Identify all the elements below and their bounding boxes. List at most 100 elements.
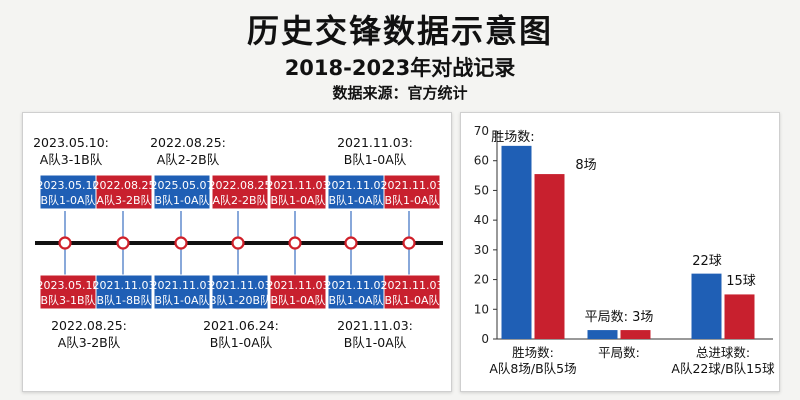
timeline-bottom-box-result: B队1-0A队 (328, 293, 383, 307)
timeline-top-box-bg (383, 174, 441, 210)
y-tick-label: 0 (481, 332, 489, 346)
timeline-top-box-date: 2023.05.10 (37, 179, 100, 192)
timeline-top-box-result: B队1-0A队 (154, 193, 209, 207)
timeline-top-label-result: A队2-2B队 (157, 152, 220, 167)
timeline-diagram: 2023.05.10B队1-0A队2022.08.25A队3-2B队2025.0… (33, 135, 444, 350)
bar-annotation: 胜场数: (491, 130, 534, 145)
timeline-top-box-bg (153, 174, 211, 210)
timeline-node (174, 236, 188, 250)
timeline-bottom-box-bg (153, 274, 211, 310)
timeline-bottom-box-bg (211, 274, 269, 310)
timeline-top-box-result: B队1-0A队 (384, 193, 439, 207)
timeline-top-box-date: 2022.08.25 (93, 179, 156, 192)
bar-s0-c1 (587, 330, 618, 339)
timeline-top-box-result: A队2-2B队 (212, 193, 267, 207)
timeline-bottom-box-date: 2021.11.03 (151, 279, 214, 292)
timeline-top-box-bg (95, 174, 153, 210)
timeline-top-label-result: B队1-0A队 (344, 152, 407, 167)
x-category-label: 总进球数: (696, 345, 750, 360)
x-category-label: 平局数: (598, 345, 640, 360)
y-tick-label: 30 (474, 243, 489, 257)
y-tick-label: 20 (474, 273, 489, 287)
timeline-bottom-label-date: 2022.08.25: (51, 318, 127, 333)
bar-s1-c1 (620, 330, 651, 339)
timeline-bottom-box-result: B队1-0A队 (154, 293, 209, 307)
page-title: 历史交锋数据示意图 (246, 12, 553, 50)
timeline-bottom-box-date: 2021.11.03 (209, 279, 272, 292)
timeline-node (116, 236, 130, 250)
timeline-top-box-bg (269, 174, 327, 210)
timeline-bottom-box-bg (383, 274, 441, 310)
timeline-bottom-box-bg (269, 274, 327, 310)
timeline-top-label-date: 2021.11.03: (337, 135, 413, 150)
bar-chart-panel: 0 10 20 30 40 50 60 70 胜场数: 8场 平局数: 3场 22球 15球 胜场数: A队… (460, 112, 780, 392)
timeline-bottom-box-bg (95, 274, 153, 310)
timeline-bottom-label-result: B队1-0A队 (344, 335, 407, 350)
timeline-bottom-box-date: 2021.11.03 (381, 279, 444, 292)
timeline-node (58, 236, 72, 250)
y-tick-label: 50 (474, 183, 489, 197)
timeline-top-box-bg (211, 174, 269, 210)
timeline-node (344, 236, 358, 250)
bar-annotation: 15球 (726, 274, 756, 289)
timeline-top-box-date: 2025.05.07 (151, 179, 214, 192)
y-tick-label: 40 (474, 213, 489, 227)
bar-s0-c0 (501, 145, 532, 339)
timeline-node (288, 236, 302, 250)
timeline-bottom-box-result: B队1-8B队 (96, 293, 151, 307)
x-category-label: A队8场/B队5场 (489, 361, 576, 376)
timeline-top-box-date: 2021.11.03 (325, 179, 388, 192)
timeline-bottom-box-result: B队1-0A队 (384, 293, 439, 307)
bar-annotation: 8场 (575, 158, 596, 173)
timeline-node (231, 236, 245, 250)
timeline-bottom-box-result: B队1-0A队 (270, 293, 325, 307)
timeline-bottom-label-result: A队3-2B队 (58, 335, 121, 350)
x-category-label: A队22球/B队15球 (671, 361, 775, 376)
y-tick-label: 70 (474, 124, 489, 138)
y-tick-label: 60 (474, 154, 489, 168)
x-category-label: 胜场数: (512, 345, 554, 360)
timeline-panel: 2023.05.10 B队1-0A队 2022.08.25 A队3-2B队 2025.0… (22, 112, 452, 392)
timeline-top-box-result: A队3-2B队 (96, 193, 151, 207)
bar-annotation: 平局数: 3场 (585, 310, 654, 325)
bar-s1-c0 (534, 174, 565, 339)
y-tick-label: 10 (474, 302, 489, 316)
timeline-top-label-date: 2022.08.25: (150, 135, 226, 150)
timeline-bottom-label-date: 2021.11.03: (337, 318, 413, 333)
bar-s0-c2 (691, 273, 722, 339)
timeline-top-box-bg (39, 174, 97, 210)
timeline-top-box-date: 2021.11.03 (381, 179, 444, 192)
timeline-bottom-box-date: 2021.11.03 (267, 279, 330, 292)
timeline-bottom-label-result: B队1-0A队 (210, 335, 273, 350)
timeline-top-box-result: B队1-0A队 (40, 193, 95, 207)
data-source: 数据来源：官方统计 (332, 84, 468, 102)
timeline-top-box-date: 2022.08.25 (209, 179, 272, 192)
timeline-bottom-box-date: 2021.11.03 (93, 279, 156, 292)
timeline-top-box-result: B队1-0A队 (270, 193, 325, 207)
timeline-top-label-date: 2023.05.10: (33, 135, 109, 150)
timeline-bottom-box-date: 2023.05.10 (37, 279, 100, 292)
bar-annotation: 22球 (692, 254, 722, 269)
timeline-bottom-box-date: 2021.11.03 (325, 279, 388, 292)
timeline-bottom-box-result: B队1-20B队 (209, 293, 271, 307)
timeline-node (402, 236, 416, 250)
timeline-top-label-result: A队3-1B队 (40, 152, 103, 167)
page-subtitle: 2018-2023年对战记录 (284, 56, 516, 80)
timeline-top-box-result: B队1-0A队 (328, 193, 383, 207)
timeline-bottom-label-date: 2021.06.24: (203, 318, 279, 333)
